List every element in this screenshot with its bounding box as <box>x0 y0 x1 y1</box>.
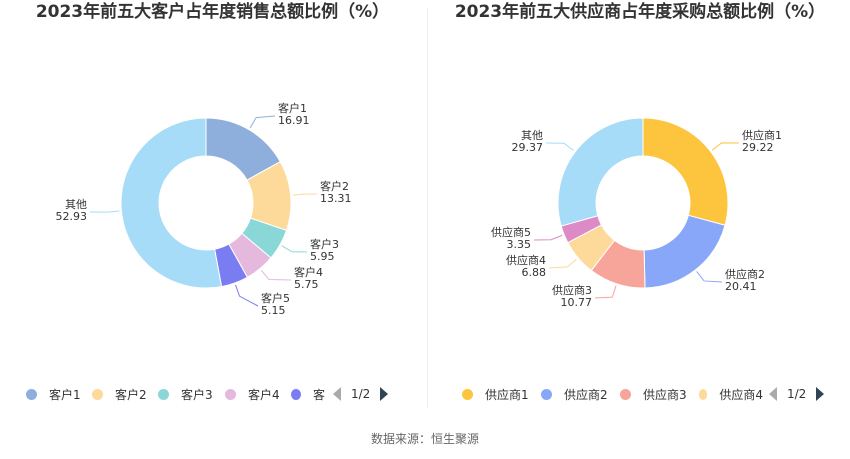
customer-legend-item-5[interactable]: 客 <box>291 383 325 405</box>
customer-legend-marker-icon <box>225 388 236 400</box>
customer-legend-item-2[interactable]: 客户2 <box>92 383 147 405</box>
supplier-legend-label: 供应商1 <box>485 387 529 402</box>
customer-label-name-5: 客户5 <box>261 291 290 305</box>
supplier-legend-label: 供应商2 <box>564 387 608 402</box>
customer-legend[interactable]: 客户1 客户2 客户3 客户4 客 <box>0 383 425 405</box>
supplier-legend-item-4[interactable]: 供应商4 <box>699 383 763 405</box>
supplier-legend-marker-icon <box>462 388 473 400</box>
supplier-legend-pager[interactable]: 1/2 <box>769 383 825 405</box>
customer-legend-item-3[interactable]: 客户3 <box>158 383 213 405</box>
customer-leader-line-2 <box>292 193 318 196</box>
supplier-chart-title: 2023年前五大供应商占年度采购总额比例（%） <box>454 2 826 22</box>
supplier-label-name-3: 供应商3 <box>552 283 592 297</box>
customer-label-value-4: 5.75 <box>294 278 319 291</box>
supplier-legend-item-2[interactable]: 供应商2 <box>541 383 608 405</box>
supplier-legend-marker-icon <box>541 388 552 400</box>
supplier-label-value-5: 3.35 <box>507 238 532 251</box>
customer-label-value-2: 13.31 <box>320 192 352 205</box>
customer-legend-marker-icon <box>291 388 301 400</box>
customer-label-name-4: 客户4 <box>294 265 323 279</box>
panel-divider <box>427 8 428 408</box>
customer-legend-pager[interactable]: 1/2 <box>333 383 389 405</box>
supplier-label-value-3: 10.77 <box>561 296 593 309</box>
supplier-legend-marker-icon <box>699 388 708 400</box>
legend-prev-icon[interactable] <box>333 387 341 401</box>
customer-label-value-3: 5.95 <box>310 250 335 263</box>
supplier-leader-line-3 <box>594 285 617 299</box>
customer-legend-item-4[interactable]: 客户4 <box>225 383 280 405</box>
supplier-slice-1[interactable] <box>642 117 729 226</box>
supplier-leader-line-6 <box>545 142 574 151</box>
supplier-legend-label: 供应商4 <box>719 387 763 402</box>
data-source-note: 数据来源：恒生聚源 <box>370 432 479 446</box>
customer-legend-label: 客户4 <box>248 387 280 402</box>
customer-chart-panel: 2023年前五大客户占年度销售总额比例（%） 客户1 16.91 客户2 13.31 客… <box>0 0 425 410</box>
customer-legend-item-1[interactable]: 客户1 <box>26 383 81 405</box>
customer-slice-6[interactable] <box>120 117 223 289</box>
legend-page-indicator: 1/2 <box>351 387 371 401</box>
customer-legend-label: 客 <box>312 387 325 402</box>
supplier-label-name-6: 其他 <box>521 129 543 142</box>
supplier-label-value-4: 6.88 <box>522 266 547 279</box>
customer-legend-marker-icon <box>158 388 169 400</box>
customer-leader-line-5 <box>235 284 259 307</box>
supplier-leader-line-1 <box>711 142 740 151</box>
customer-leader-line-3 <box>281 245 308 253</box>
supplier-label-value-2: 20.41 <box>725 280 757 293</box>
legend-page-indicator: 1/2 <box>787 387 807 401</box>
supplier-leader-line-5 <box>533 234 563 241</box>
customer-leader-line-6 <box>89 210 120 213</box>
customer-label-name-6: 其他 <box>65 198 87 211</box>
customer-label-value-1: 16.91 <box>278 114 310 127</box>
customer-label-name-3: 客户3 <box>310 237 339 251</box>
customer-legend-label: 客户3 <box>181 387 213 402</box>
customer-label-value-5: 5.15 <box>261 304 286 317</box>
supplier-legend-label: 供应商3 <box>643 387 687 402</box>
customer-leader-line-1 <box>249 115 276 129</box>
legend-next-icon[interactable] <box>380 387 389 401</box>
customer-leader-line-4 <box>260 269 292 281</box>
supplier-label-name-4: 供应商4 <box>506 253 546 267</box>
supplier-slice-6[interactable] <box>557 117 644 227</box>
supplier-legend-marker-icon <box>620 388 631 400</box>
customer-legend-marker-icon <box>92 388 103 400</box>
supplier-legend[interactable]: 供应商1 供应商2 供应商3 供应商4 <box>425 383 850 405</box>
supplier-label-value-6: 29.37 <box>512 141 544 154</box>
customer-label-name-2: 客户2 <box>320 179 349 193</box>
supplier-label-name-1: 供应商1 <box>742 128 782 142</box>
supplier-legend-item-3[interactable]: 供应商3 <box>620 383 687 405</box>
customer-legend-label: 客户1 <box>49 387 81 402</box>
supplier-leader-line-4 <box>548 258 577 269</box>
legend-next-icon[interactable] <box>816 387 825 401</box>
supplier-leader-line-2 <box>696 271 723 283</box>
customer-legend-marker-icon <box>26 388 37 400</box>
customer-label-value-6: 52.93 <box>56 210 88 223</box>
supplier-label-name-5: 供应商5 <box>491 225 531 239</box>
supplier-legend-item-1[interactable]: 供应商1 <box>462 383 529 405</box>
customer-label-name-1: 客户1 <box>278 101 307 115</box>
supplier-slice-2[interactable] <box>643 214 726 289</box>
customer-chart-title: 2023年前五大客户占年度销售总额比例（%） <box>35 2 390 22</box>
supplier-chart-panel: 2023年前五大供应商占年度采购总额比例（%） 供应商1 29.22 供应商2 20.… <box>425 0 850 410</box>
supplier-label-value-1: 29.22 <box>742 141 774 154</box>
legend-prev-icon[interactable] <box>769 387 777 401</box>
customer-legend-label: 客户2 <box>115 387 147 402</box>
supplier-label-name-2: 供应商2 <box>725 267 765 281</box>
